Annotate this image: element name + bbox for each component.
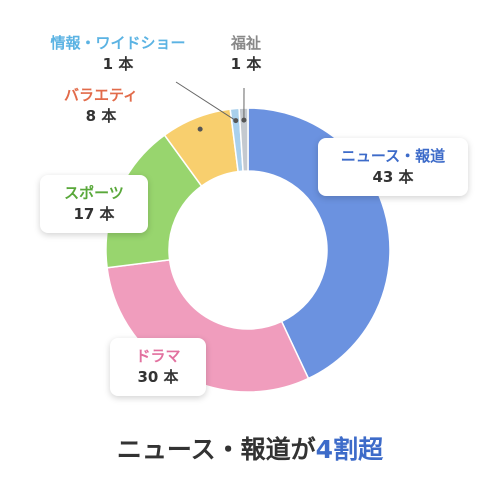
leader-info-dot — [233, 118, 239, 124]
caption-accent: 4割超 — [315, 435, 384, 464]
label-sports-count: 17 本 — [73, 205, 115, 223]
label-variety: バラエティ 8 本 — [46, 85, 156, 127]
caption-main: ニュース・報道が — [116, 435, 316, 464]
label-welfare-name: 福祉 — [230, 34, 261, 52]
leader-info-line — [175, 81, 237, 121]
label-info: 情報・ワイドショー 1 本 — [28, 33, 208, 75]
leader-welfare-dot — [241, 117, 247, 123]
label-sports: スポーツ 17 本 — [40, 175, 148, 233]
leader-variety-dot — [197, 126, 203, 132]
slice-welfare — [238, 107, 249, 172]
label-variety-name: バラエティ — [63, 86, 139, 104]
label-sports-name: スポーツ — [64, 184, 124, 202]
label-news-count: 43 本 — [372, 168, 414, 186]
label-drama-count: 30 本 — [137, 368, 179, 386]
label-news: ニュース・報道 43 本 — [318, 138, 468, 196]
label-info-count: 1 本 — [102, 55, 134, 73]
label-info-name: 情報・ワイドショー — [50, 34, 186, 52]
chart-caption: ニュース・報道が4割超 — [0, 430, 500, 466]
label-news-name: ニュース・報道 — [340, 147, 446, 165]
label-drama: ドラマ 30 本 — [110, 338, 206, 396]
label-welfare: 福祉 1 本 — [218, 33, 274, 75]
label-variety-count: 8 本 — [85, 107, 117, 125]
label-drama-name: ドラマ — [135, 347, 181, 365]
label-welfare-count: 1 本 — [230, 55, 262, 73]
